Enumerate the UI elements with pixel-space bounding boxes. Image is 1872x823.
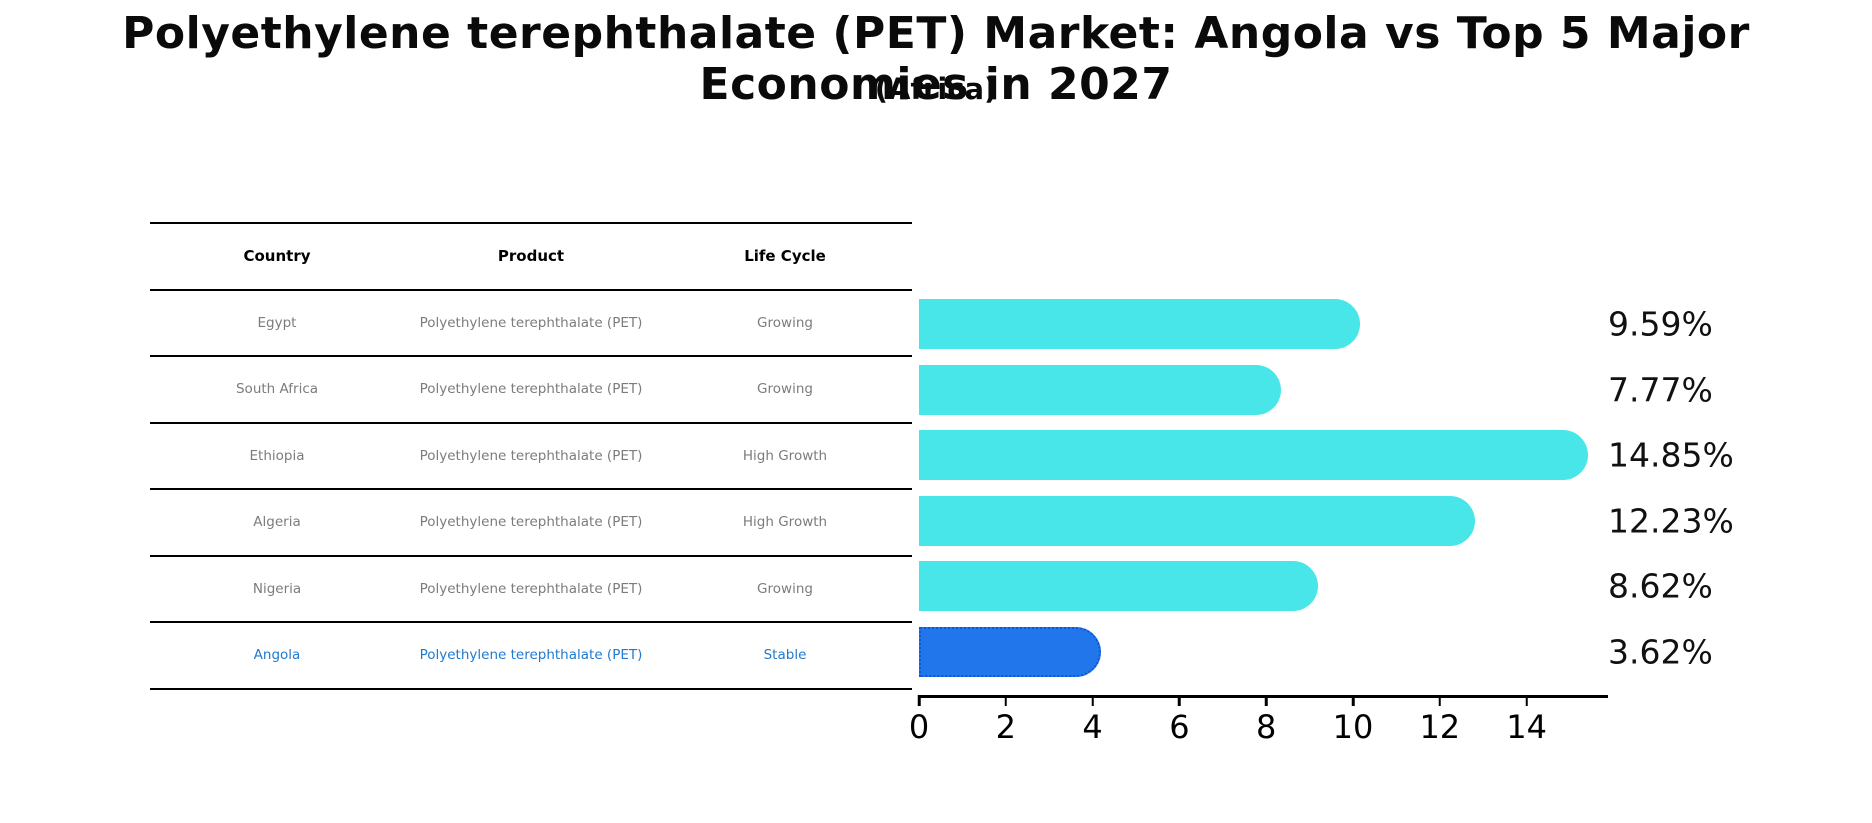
bar-south-africa — [919, 364, 1282, 415]
value-label: 3.62% — [1608, 632, 1713, 672]
table-header-cell: Life Cycle — [744, 247, 826, 266]
x-axis-tick-label: 0 — [908, 708, 930, 746]
table-cell-product: Polyethylene terephthalate (PET) — [419, 647, 643, 664]
table-cell-country: Algeria — [253, 514, 301, 531]
bar-ethiopia — [919, 430, 1589, 481]
x-axis-tick — [1438, 695, 1442, 706]
chart-subtitle: (Africa) — [874, 72, 998, 106]
table-cell-lifecycle: Growing — [757, 580, 813, 597]
x-axis-tick-label: 8 — [1256, 708, 1277, 746]
table-cell-country: Egypt — [257, 314, 297, 331]
x-axis-tick — [1091, 695, 1094, 706]
table-cell-product: Polyethylene terephthalate (PET) — [419, 514, 643, 531]
value-label: 8.62% — [1608, 566, 1713, 606]
x-axis-tick — [1178, 695, 1181, 706]
highlight-bar-angola — [919, 627, 1102, 677]
x-axis-tick — [1004, 695, 1008, 706]
x-axis-tick-label: 14 — [1506, 708, 1547, 746]
bar-egypt — [919, 299, 1361, 349]
chart-title: Polyethylene terephthalate (PET) Market:… — [122, 8, 1750, 110]
table-cell-product: Polyethylene terephthalate (PET) — [419, 381, 643, 398]
table-cell-lifecycle: Growing — [757, 381, 813, 398]
table-header-cell: Product — [497, 247, 565, 266]
table-cell-lifecycle: Stable — [763, 647, 807, 664]
table-row: Nigeria Polyethylene terephthalate (PET) G… — [150, 557, 912, 623]
table-cell-country: South Africa — [235, 381, 319, 398]
x-axis-tick — [917, 695, 921, 706]
table-cell-country: Nigeria — [252, 580, 302, 597]
table-cell-product: Polyethylene terephthalate (PET) — [419, 314, 643, 331]
table-row: Algeria Polyethylene terephthalate (PET) H… — [150, 490, 912, 557]
table-row: Egypt Polyethylene terephthalate (PET) Gro… — [150, 291, 912, 357]
table-row: Angola Polyethylene terephthalate (PET) St… — [150, 623, 912, 690]
table-cell-country: Ethiopia — [249, 447, 305, 464]
x-axis-tick-label: 4 — [1082, 708, 1103, 746]
table-cell-lifecycle: High Growth — [742, 514, 828, 531]
table-row: Ethiopia Polyethylene terephthalate (PET)… — [150, 424, 912, 490]
bar-algeria — [919, 495, 1475, 546]
table-cell-country: Angola — [253, 647, 301, 664]
table-cell-product: Polyethylene terephthalate (PET) — [419, 580, 643, 597]
x-axis-tick — [1264, 695, 1268, 706]
value-label: 7.77% — [1608, 370, 1713, 410]
comparison-table: Country Product Life Cycle Egypt Polyethylen… — [150, 222, 912, 690]
x-axis-tick-label: 10 — [1332, 708, 1374, 746]
value-label: 12.23% — [1608, 501, 1734, 541]
x-axis-line — [919, 695, 1608, 698]
table-cell-product: Polyethylene terephthalate (PET) — [419, 447, 643, 464]
table-header-row: Country Product Life Cycle — [150, 224, 912, 291]
table-header-cell: Country — [243, 247, 311, 266]
x-axis-tick — [1351, 695, 1355, 706]
x-axis-tick-label: 12 — [1419, 708, 1461, 746]
table-row: South Africa Polyethylene terephthalate (… — [150, 357, 912, 424]
table-cell-lifecycle: Growing — [757, 314, 813, 331]
table-cell-lifecycle: High Growth — [742, 447, 828, 464]
value-label: 9.59% — [1608, 304, 1713, 344]
x-axis-tick-label: 2 — [995, 708, 1016, 746]
bar-nigeria — [919, 561, 1319, 612]
x-axis-tick-label: 6 — [1169, 708, 1190, 746]
x-axis-tick — [1525, 695, 1528, 706]
value-label: 14.85% — [1608, 435, 1734, 475]
